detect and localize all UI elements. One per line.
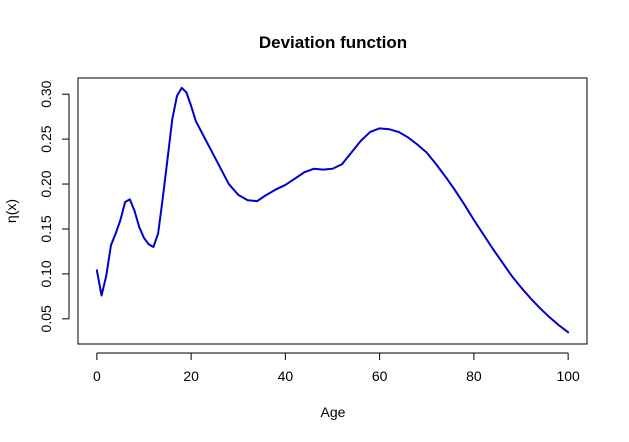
data-point bbox=[200, 130, 201, 131]
x-tick-label: 40 bbox=[278, 368, 294, 384]
data-point bbox=[285, 184, 286, 185]
data-point bbox=[115, 233, 116, 234]
data-point bbox=[134, 210, 135, 211]
y-tick-label: 0.25 bbox=[38, 125, 54, 152]
data-point bbox=[426, 152, 427, 153]
data-point bbox=[483, 234, 484, 235]
data-point bbox=[539, 307, 540, 308]
x-tick-label: 80 bbox=[466, 368, 482, 384]
data-point bbox=[195, 121, 196, 122]
data-point bbox=[256, 201, 257, 202]
data-point bbox=[181, 87, 182, 88]
data-point bbox=[186, 92, 187, 93]
data-point bbox=[436, 164, 437, 165]
y-tick-label: 0.15 bbox=[38, 215, 54, 242]
data-point bbox=[294, 178, 295, 179]
data-point bbox=[464, 204, 465, 205]
x-tick-label: 0 bbox=[93, 368, 101, 384]
data-point bbox=[158, 233, 159, 234]
data-point bbox=[209, 147, 210, 148]
y-axis-label: η(x) bbox=[3, 199, 19, 223]
data-point bbox=[143, 237, 144, 238]
data-point bbox=[322, 169, 323, 170]
y-axis: 0.05 0.10 0.15 0.20 0.25 0.30 bbox=[38, 80, 70, 332]
x-axis-label: Age bbox=[321, 404, 346, 420]
data-point bbox=[275, 189, 276, 190]
data-point bbox=[530, 298, 531, 299]
data-point bbox=[101, 295, 102, 296]
data-point bbox=[502, 262, 503, 263]
data-point bbox=[120, 219, 121, 220]
data-point bbox=[125, 201, 126, 202]
data-point bbox=[388, 129, 389, 130]
x-axis: 0 20 40 60 80 100 bbox=[93, 352, 580, 384]
data-point bbox=[247, 200, 248, 201]
data-point bbox=[332, 168, 333, 169]
data-point bbox=[304, 172, 305, 173]
data-point bbox=[398, 131, 399, 132]
data-point bbox=[341, 164, 342, 165]
data-point bbox=[407, 137, 408, 138]
data-point bbox=[219, 165, 220, 166]
y-tick-label: 0.05 bbox=[38, 305, 54, 332]
series-points bbox=[96, 87, 569, 333]
data-point bbox=[520, 287, 521, 288]
x-tick-label: 20 bbox=[183, 368, 199, 384]
x-tick-label: 100 bbox=[556, 368, 580, 384]
data-point bbox=[228, 183, 229, 184]
data-point bbox=[417, 144, 418, 145]
data-point bbox=[139, 227, 140, 228]
data-point bbox=[454, 190, 455, 191]
data-point bbox=[148, 244, 149, 245]
data-point bbox=[153, 246, 154, 247]
plot-frame bbox=[77, 77, 588, 345]
data-point bbox=[172, 119, 173, 120]
data-point bbox=[360, 140, 361, 141]
data-point bbox=[96, 270, 97, 271]
data-point bbox=[167, 158, 168, 159]
data-point bbox=[351, 152, 352, 153]
data-point bbox=[379, 128, 380, 129]
data-point bbox=[549, 316, 550, 317]
data-point bbox=[313, 168, 314, 169]
data-point bbox=[370, 131, 371, 132]
series-line bbox=[95, 86, 570, 334]
data-point bbox=[473, 219, 474, 220]
data-point bbox=[162, 197, 163, 198]
chart-title: Deviation function bbox=[259, 33, 407, 52]
y-tick-label: 0.10 bbox=[38, 260, 54, 287]
data-point bbox=[238, 194, 239, 195]
y-tick-label: 0.20 bbox=[38, 170, 54, 197]
x-tick-label: 60 bbox=[372, 368, 388, 384]
data-point bbox=[511, 275, 512, 276]
data-point bbox=[445, 176, 446, 177]
data-point bbox=[176, 95, 177, 96]
data-point bbox=[568, 332, 569, 333]
y-tick-label: 0.30 bbox=[38, 80, 54, 107]
data-point bbox=[558, 325, 559, 326]
data-point bbox=[191, 105, 192, 106]
data-point bbox=[492, 248, 493, 249]
data-point bbox=[266, 194, 267, 195]
data-point bbox=[110, 245, 111, 246]
data-point bbox=[106, 275, 107, 276]
data-point bbox=[129, 199, 130, 200]
